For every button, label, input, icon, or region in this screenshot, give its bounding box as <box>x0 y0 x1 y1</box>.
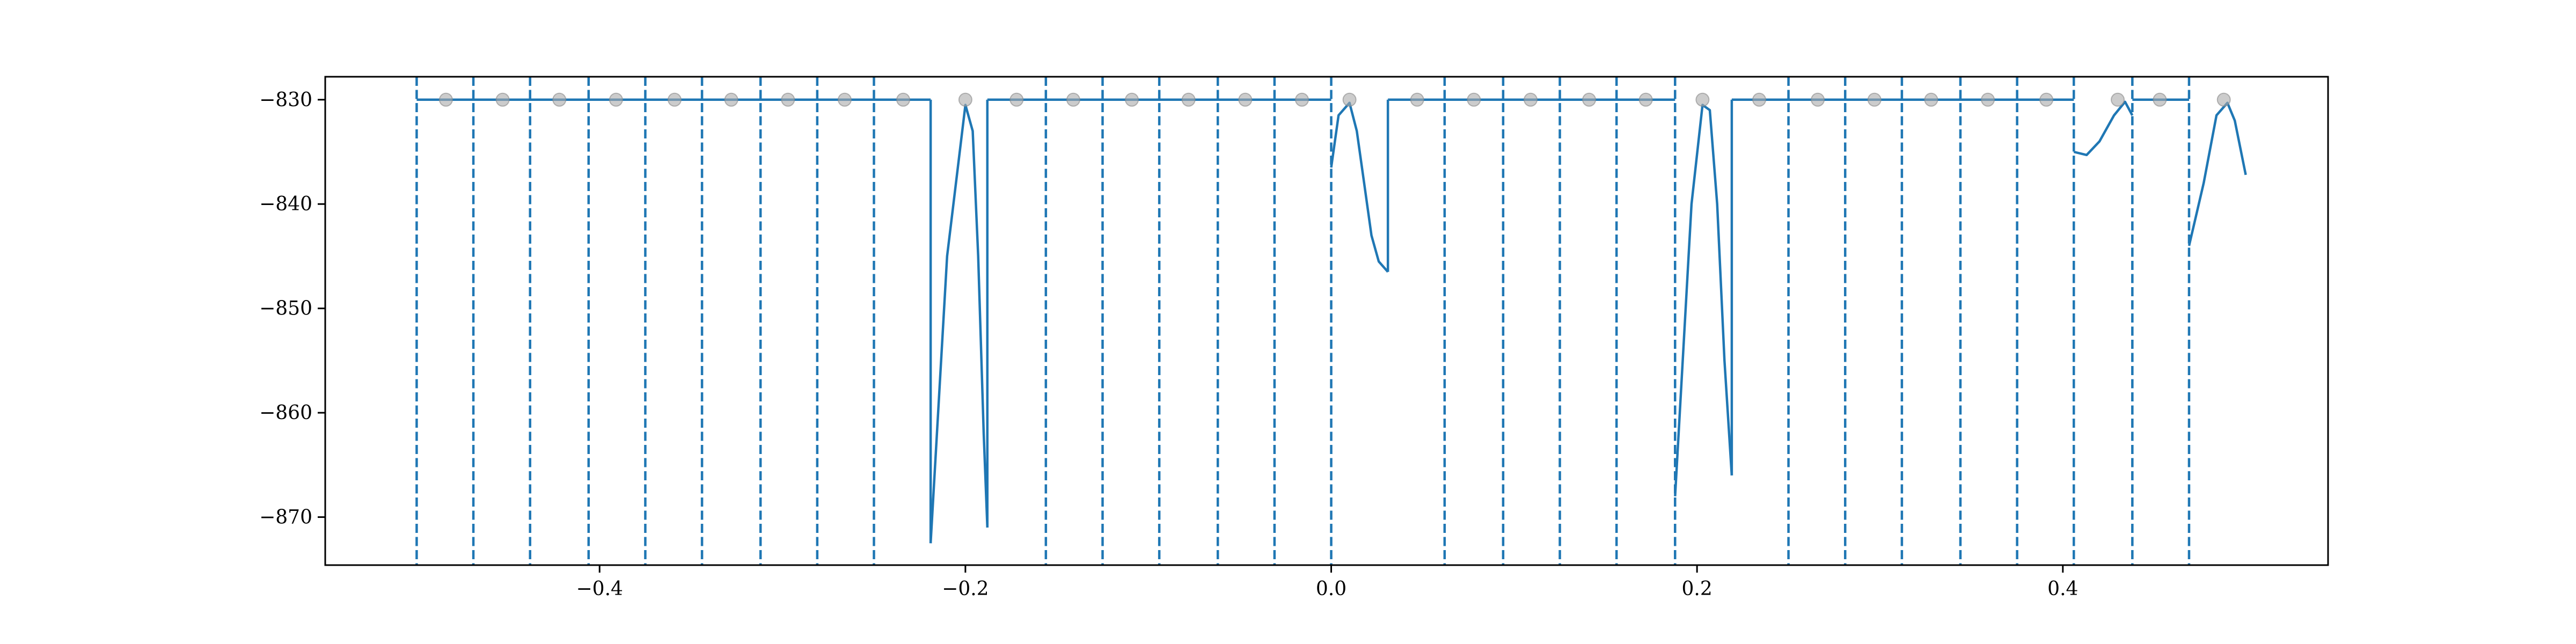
x-tick-label: 0.2 <box>1682 578 1713 600</box>
data-point-14 <box>1238 92 1253 107</box>
y-tick-label: −860 <box>259 402 312 424</box>
series-line-7 <box>2073 100 2134 157</box>
data-point-24 <box>1811 92 1825 107</box>
data-point-30 <box>2153 92 2167 107</box>
data-point-12 <box>1125 92 1139 107</box>
y-axis: −830 −840 −850 −860 −870 <box>259 89 325 529</box>
data-point-31 <box>2216 92 2231 107</box>
series-line-9 <box>2187 101 2247 246</box>
data-point-3 <box>609 92 623 107</box>
y-tick-label: −850 <box>259 298 312 320</box>
plot-area <box>415 77 2247 565</box>
data-point-1 <box>495 92 510 107</box>
data-point-0 <box>438 92 453 107</box>
data-point-8 <box>896 92 910 107</box>
data-point-2 <box>552 92 567 107</box>
data-point-18 <box>1467 92 1481 107</box>
x-tick-label: −0.4 <box>576 578 623 600</box>
x-tick-label: 0.4 <box>2047 578 2078 600</box>
series-line-5 <box>1674 104 1733 496</box>
data-point-20 <box>1582 92 1597 107</box>
data-point-23 <box>1752 92 1767 107</box>
axes-frame <box>324 76 2329 566</box>
x-axis: −0.4 −0.2 0.0 0.2 0.4 <box>576 565 2078 600</box>
data-point-26 <box>1924 92 1938 107</box>
data-point-21 <box>1638 92 1653 107</box>
data-point-25 <box>1867 92 1882 107</box>
data-point-28 <box>2039 92 2054 107</box>
series-line-3 <box>1330 101 1389 273</box>
data-point-7 <box>837 92 852 107</box>
series-line-1 <box>929 104 989 544</box>
data-point-17 <box>1410 92 1424 107</box>
data-point-16 <box>1342 92 1357 107</box>
data-point-11 <box>1066 92 1080 107</box>
data-point-27 <box>1981 92 1995 107</box>
data-point-9 <box>958 92 972 107</box>
data-point-5 <box>724 92 738 107</box>
data-point-6 <box>781 92 795 107</box>
data-point-4 <box>667 92 682 107</box>
y-tick-label: −870 <box>259 507 312 529</box>
y-tick-label: −830 <box>259 89 312 111</box>
y-tick-label: −840 <box>259 193 312 215</box>
data-point-15 <box>1294 92 1309 107</box>
data-point-22 <box>1695 92 1710 107</box>
x-tick-label: −0.2 <box>942 578 989 600</box>
x-tick-label: 0.0 <box>1316 578 1346 600</box>
data-point-10 <box>1009 92 1024 107</box>
data-point-19 <box>1524 92 1538 107</box>
data-point-13 <box>1181 92 1196 107</box>
data-point-29 <box>2111 92 2125 107</box>
